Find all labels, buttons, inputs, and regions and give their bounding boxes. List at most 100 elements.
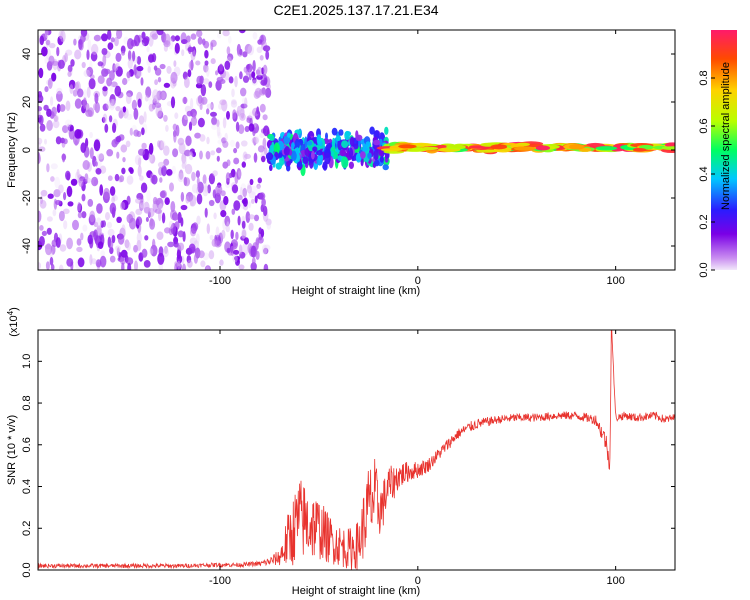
heatmap-cell: [306, 140, 313, 146]
heatmap-cell: [167, 241, 175, 248]
heatmap-cell: [222, 30, 230, 37]
heatmap-cell: [38, 262, 42, 270]
heatmap-cell: [256, 185, 261, 195]
heatmap-cell: [197, 36, 203, 45]
heatmap-cell: [211, 238, 218, 247]
heatmap-cells: [38, 30, 675, 270]
heatmap-cell: [201, 96, 208, 105]
heatmap-cell: [108, 115, 113, 123]
x-tick-label: -100: [209, 275, 231, 287]
heatmap-cell: [138, 148, 146, 156]
heatmap-cell: [226, 110, 230, 120]
heatmap-cell: [263, 205, 268, 217]
heatmap-cell: [341, 156, 349, 169]
heatmap-cell: [253, 152, 258, 163]
heatmap-cell: [143, 201, 150, 213]
heatmap-cell: [196, 177, 200, 186]
heatmap-cell: [250, 185, 257, 195]
heatmap-cell: [109, 102, 113, 109]
heatmap-cell: [136, 65, 144, 72]
heatmap-cell: [110, 84, 114, 93]
heatmap-cell: [157, 140, 161, 148]
heatmap-cell: [203, 63, 209, 73]
heatmap-cell: [215, 70, 219, 76]
heatmap-cell: [177, 230, 184, 238]
heatmap-cell: [129, 167, 134, 174]
heatmap-cell: [177, 242, 185, 251]
colorbar: 0.0 0.2 0.4 0.6 0.8 Normalized spectral ampl…: [698, 30, 737, 278]
heatmap-cell: [66, 258, 74, 267]
heatmap-cell: [241, 161, 246, 168]
heatmap-cell: [349, 136, 355, 147]
heatmap-cell: [374, 143, 380, 152]
heatmap-cell: [109, 246, 114, 255]
heatmap-cell: [344, 130, 350, 141]
heatmap-cell: [84, 173, 89, 182]
heatmap-cell: [632, 148, 647, 152]
heatmap-cell: [195, 233, 200, 244]
heatmap-cell: [262, 114, 268, 121]
heatmap-cell: [133, 108, 139, 120]
heatmap-cell: [48, 55, 55, 66]
heatmap-cell: [137, 71, 143, 77]
heatmap-cell: [188, 60, 194, 70]
heatmap-cell: [190, 98, 194, 110]
heatmap-cell: [116, 247, 120, 257]
heatmap-cell: [209, 234, 214, 241]
heatmap-cell: [69, 84, 74, 95]
heatmap-cell: [248, 191, 256, 199]
heatmap-cell: [94, 161, 98, 167]
heatmap-cell: [46, 163, 50, 173]
heatmap-cell: [193, 253, 198, 264]
heatmap-cell: [50, 244, 56, 255]
colorbar-tick-label: 0.2: [698, 214, 710, 229]
heatmap-cell: [199, 150, 203, 160]
heatmap-cell: [294, 138, 300, 150]
heatmap-cell: [55, 136, 62, 145]
heatmap-cell: [147, 66, 151, 73]
heatmap-cell: [133, 34, 141, 47]
heatmap-cell: [231, 184, 239, 194]
heatmap-cell: [664, 142, 675, 148]
heatmap-cell: [251, 136, 259, 145]
heatmap-cell: [291, 142, 295, 150]
heatmap-cell: [90, 51, 98, 62]
heatmap-cell: [208, 199, 215, 207]
heatmap-cell: [192, 222, 199, 231]
heatmap-cell: [102, 220, 106, 228]
heatmap-cell: [246, 184, 252, 194]
heatmap-cell: [174, 35, 180, 42]
heatmap-cell: [373, 149, 379, 161]
heatmap-cell: [269, 135, 275, 141]
heatmap-cell: [278, 152, 283, 158]
heatmap-cell: [111, 98, 117, 109]
y-tick-label: 0.0: [21, 562, 33, 577]
heatmap-cell: [159, 63, 166, 70]
heatmap-cell: [199, 134, 206, 142]
heatmap-cell: [144, 95, 149, 102]
heatmap-cell: [149, 31, 157, 38]
heatmap-cell: [65, 170, 71, 181]
heatmap-cell: [178, 169, 184, 180]
heatmap-cell: [87, 198, 94, 207]
heatmap-cell: [170, 35, 176, 42]
heatmap-cell: [226, 247, 231, 254]
heatmap-cell: [241, 140, 248, 147]
y-tick-label: -20: [21, 190, 33, 206]
heatmap-cell: [174, 112, 179, 119]
heatmap-cell: [236, 168, 242, 180]
y-tick-label: 0.6: [21, 437, 33, 452]
heatmap-cell: [260, 79, 268, 86]
heatmap-cell: [88, 78, 96, 90]
heatmap-cell: [40, 195, 43, 205]
heatmap-cell: [152, 89, 159, 101]
heatmap-cell: [76, 168, 80, 178]
heatmap-cell: [261, 155, 266, 163]
heatmap-cell: [265, 87, 272, 98]
snr-x-ticks: -100 0 100: [209, 330, 625, 587]
heatmap-cell: [70, 59, 75, 67]
heatmap-cell: [160, 140, 166, 149]
heatmap-cell: [83, 89, 88, 101]
heatmap-cell: [312, 146, 318, 152]
heatmap-cell: [111, 234, 116, 244]
